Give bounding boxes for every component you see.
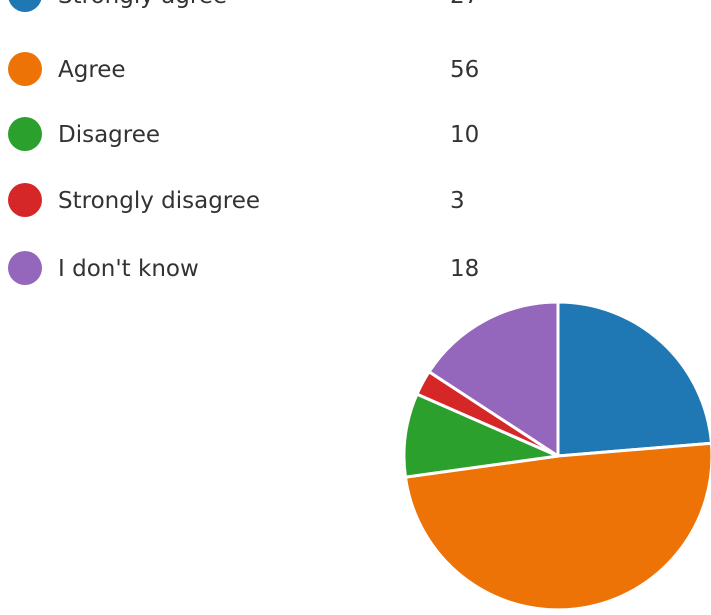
legend-item-agree: Agree 56 [0,52,600,88]
legend-item-strongly-disagree: Strongly disagree 3 [0,183,600,219]
legend-swatch [8,117,42,151]
legend-count: 10 [450,122,480,148]
legend-count: 3 [450,188,465,214]
legend-label: Strongly agree [58,0,227,11]
legend-count: 18 [450,256,480,282]
legend-swatch [8,0,42,12]
legend-item-strongly-agree: Strongly agree 27 [0,0,600,14]
legend-item-disagree: Disagree 10 [0,117,600,153]
legend-swatch [8,183,42,217]
legend-count: 27 [450,0,479,11]
legend-label: I don't know [58,256,199,282]
pie-slice-strongly-agree [556,300,711,458]
legend-label: Agree [58,57,126,83]
pie-slice-disagree [402,392,560,479]
legend-count: 56 [450,57,480,83]
legend-label: Strongly disagree [58,188,261,214]
legend-item-i-dont-know: I don't know 18 [0,251,600,287]
pie-slice-i-dont-know [427,300,560,458]
legend-label: Disagree [58,122,161,148]
pie-slice-agree [403,441,711,612]
legend-swatch [8,52,42,86]
pie-chart [402,300,711,612]
legend-swatch [8,251,42,285]
